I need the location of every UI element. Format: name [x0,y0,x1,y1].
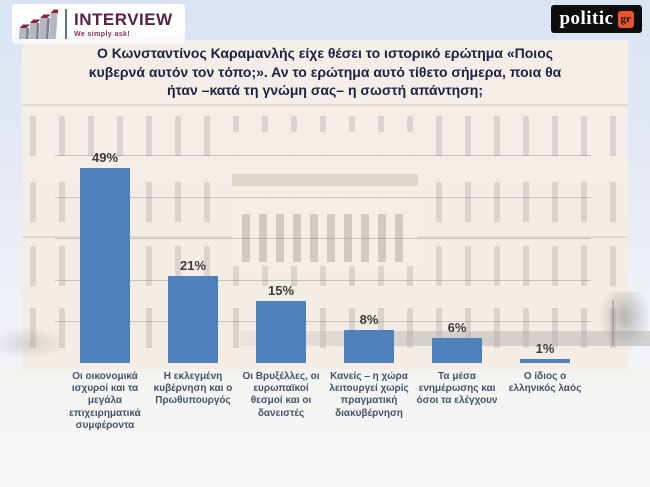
interview-brand-name: INTERVIEW [74,9,173,29]
bar-chart-icon [18,9,58,39]
category-label: Οι Βρυξέλλες, οι ευρωπαϊκοί θεσμοί και ο… [242,371,320,419]
politic-gr-logo: politic gr [551,5,642,33]
bar [80,168,130,363]
bar-value-label: 8% [359,311,379,327]
bar [344,329,394,363]
politic-gr-badge: gr [617,11,634,28]
interview-tagline: We simply ask! [74,30,131,38]
category-label: Οι οικονομικά ισχυροί και τα μεγάλα επιχ… [69,371,141,431]
bar-column: 8% [325,150,413,363]
gridline [55,197,591,198]
portico-frieze [232,174,418,186]
bar-value-label: 21% [179,257,207,273]
building-cornice [22,104,628,106]
bar-value-label: 1% [535,340,555,356]
bar-column: 49% [61,150,149,363]
bar-column: 15% [237,150,325,363]
gridline [55,238,591,239]
bar-value-label: 49% [91,150,119,165]
bar-column: 6% [413,150,501,363]
category-label: Η εκλεγμένη κυβέρνηση και ο Πρωθυπουργός [153,371,233,407]
chart-question-title: Ο Κωνσταντίνος Καραμανλής είχε θέσει το … [88,45,562,99]
parliament-portico [232,132,418,266]
bar [168,275,218,363]
category-label: Κανείς – η χώρα λειτουργεί χωρίς πραγματ… [329,371,409,419]
politic-wordmark: politic [559,8,614,29]
bar [256,300,306,363]
gridline [55,321,591,322]
bar-value-label: 6% [447,320,467,336]
logo-divider [65,9,67,39]
plot-area: 49% 21% 15% 8% 6% 1% [55,150,591,363]
bar-series: 49% 21% 15% 8% 6% 1% [61,150,589,363]
gridline [55,280,591,281]
bar [520,358,570,363]
interview-logo-text: INTERVIEW We simply ask! [74,11,173,38]
bar-column: 1% [501,150,589,363]
category-axis: Οι οικονομικά ισχυροί και τα μεγάλα επιχ… [61,371,589,432]
bar [432,338,482,363]
category-label: Ο ίδιος ο ελληνικός λαός [508,371,582,395]
portico-colonnade [242,214,408,262]
tree-silhouette [596,292,648,354]
category-label: Τα μέσα ενημέρωσης και όσοι τα ελέγχουν [416,371,498,407]
tree-silhouette [0,326,70,360]
bar-column: 21% [149,150,237,363]
gridline [55,155,591,156]
bar-value-label: 15% [267,282,295,298]
interview-logo: INTERVIEW We simply ask! [12,4,185,44]
plaza-foreground [0,369,650,487]
